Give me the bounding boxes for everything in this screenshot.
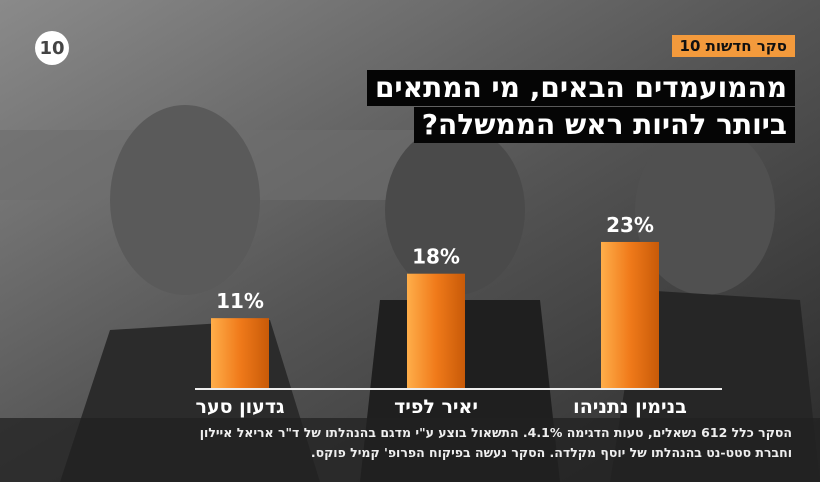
person-silhouette xyxy=(110,105,260,295)
value-label: 11% xyxy=(216,289,264,313)
logo xyxy=(35,31,69,65)
bar xyxy=(211,318,269,388)
title-line: ביותר להיות ראש הממשלה? xyxy=(413,107,795,143)
badge: סקר חדשות 10 xyxy=(671,35,795,57)
person-silhouette xyxy=(385,125,525,295)
x-tick-label: גדעון סער xyxy=(196,396,285,418)
logo-text: 10 xyxy=(39,38,64,59)
bar xyxy=(407,273,465,388)
x-tick-label: יאיר לפיד xyxy=(394,396,478,418)
footnote: וחברת סטט-נט בהנהלתו של יוסף מקלדה. הסקר… xyxy=(310,445,792,460)
footnote: הסקר כלל 612 נשאלים, טעות הדגימה 4.1%. ה… xyxy=(199,425,792,440)
title-line: מהמועמדים הבאים, מי המתאים xyxy=(366,70,795,106)
person-silhouette xyxy=(635,125,775,295)
footnote-strip xyxy=(0,418,820,482)
value-label: 23% xyxy=(606,213,654,237)
x-tick-label: בנימין נתניהו xyxy=(573,396,687,418)
bar xyxy=(601,241,659,388)
value-label: 18% xyxy=(412,245,460,269)
